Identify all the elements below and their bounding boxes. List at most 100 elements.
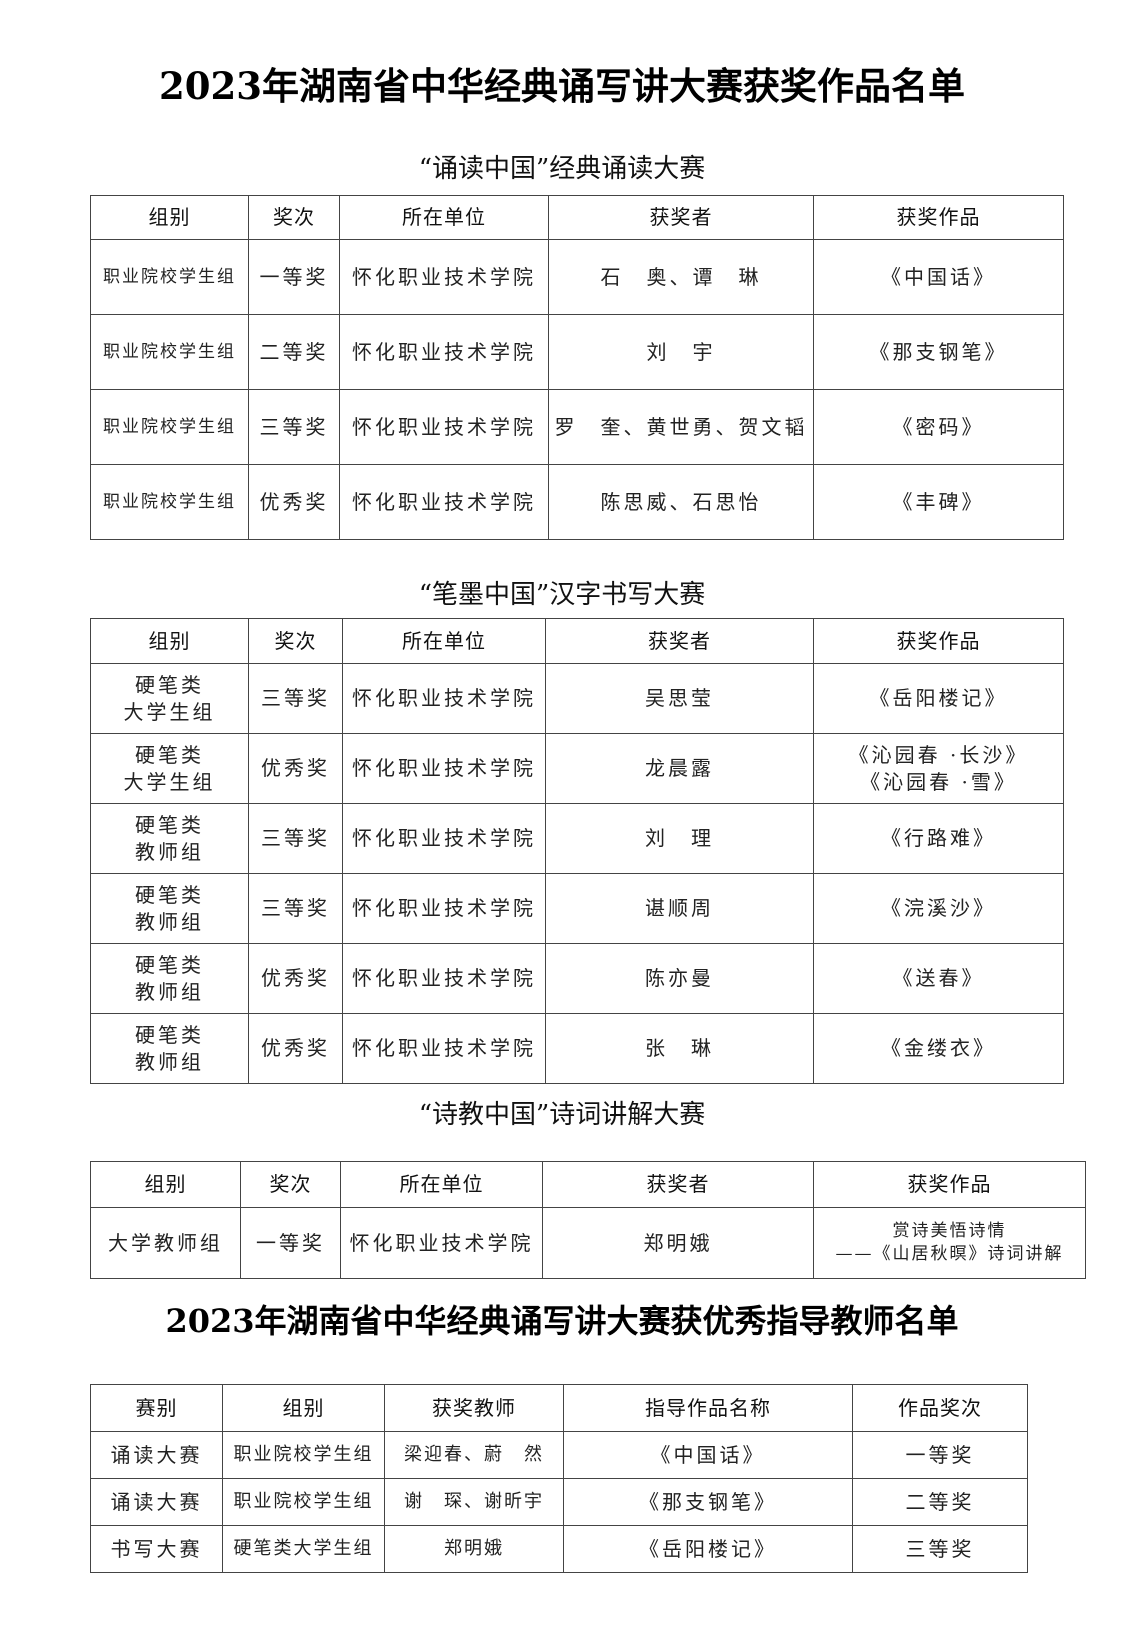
table-cell: 《岳阳楼记》	[813, 663, 1064, 734]
table-cell: 《沁园春 ·长沙》 《沁园春 ·雪》	[813, 733, 1064, 804]
table-cell: 郑明娥	[384, 1525, 564, 1573]
table-cell: 三等奖	[248, 663, 343, 734]
column-header: 作品奖次	[852, 1384, 1028, 1432]
table-row: 诵读大赛 职业院校学生组 梁迎春、蔚 然《中国话》 一等奖	[90, 1431, 1028, 1479]
column-header: 获奖者	[545, 618, 814, 664]
table-cell: 谌顺周	[545, 873, 814, 944]
column-header: 获奖者	[548, 195, 814, 240]
table-cell: 《行路难》	[813, 803, 1064, 874]
teacher-list-title: 2023年湖南省中华经典诵写讲大赛获优秀指导教师名单	[165, 1302, 959, 1340]
table-row: 职业院校学生组 一等奖 怀化职业技术学院石 奥、谭 琳《中国话》	[90, 239, 1064, 315]
table-row: 职业院校学生组 三等奖 怀化职业技术学院罗 奎、黄世勇、贺文韬 《密码》	[90, 389, 1064, 465]
table-cell: 怀化职业技术学院	[339, 239, 549, 315]
table-cell: 怀化职业技术学院	[342, 943, 546, 1014]
table-row: 硬笔类 教师组 三等奖 怀化职业技术学院 谌顺周 《浣溪沙》	[90, 873, 1064, 944]
column-header: 奖次	[240, 1161, 341, 1208]
column-header: 获奖教师	[384, 1384, 564, 1432]
table-row: 硬笔类 大学生组 优秀奖 怀化职业技术学院 龙晨露 《沁园春 ·长沙》 《沁园春 ·雪》	[90, 733, 1064, 804]
recitation-awards-table: 组别 奖次 所在单位 获奖者 获奖作品 职业院校学生组 一等奖 怀化职业技术学院石 奥、谭 琳…	[90, 195, 1064, 540]
table-cell: 怀化职业技术学院	[342, 1013, 546, 1084]
column-header: 所在单位	[340, 1161, 543, 1208]
table-cell: 《密码》	[813, 389, 1064, 465]
table-cell: 赏诗美悟诗情 ——《山居秋暝》诗词讲解	[813, 1207, 1086, 1279]
column-header: 所在单位	[342, 618, 546, 664]
table-row: 职业院校学生组 优秀奖 怀化职业技术学院 陈思威、石思怡 《丰碑》	[90, 464, 1064, 540]
column-header: 组别	[90, 1161, 241, 1208]
table-cell: 职业院校学生组	[90, 314, 249, 390]
column-header: 获奖作品	[813, 1161, 1086, 1208]
table-cell: 三等奖	[248, 803, 343, 874]
table-cell: 优秀奖	[248, 733, 343, 804]
table-cell: 三等奖	[248, 389, 340, 465]
table-cell: 职业院校学生组	[222, 1478, 385, 1526]
table-row: 职业院校学生组 二等奖 怀化职业技术学院刘 宇《那支钢笔》	[90, 314, 1064, 390]
table-cell: 诵读大赛	[90, 1478, 223, 1526]
table-cell: 龙晨露	[545, 733, 814, 804]
table-cell: 职业院校学生组	[90, 389, 249, 465]
column-header: 奖次	[248, 618, 343, 664]
table-cell: 陈思威、石思怡	[548, 464, 814, 540]
table-cell: 一等奖	[240, 1207, 341, 1279]
table-row: 书写大赛 硬笔类大学生组 郑明娥 《岳阳楼记》 三等奖	[90, 1525, 1028, 1573]
column-header: 赛别	[90, 1384, 223, 1432]
table-cell: 《浣溪沙》	[813, 873, 1064, 944]
table-cell: 职业院校学生组	[90, 464, 249, 540]
table-cell: 职业院校学生组	[222, 1431, 385, 1479]
table-row: 诵读大赛 职业院校学生组谢 琛、谢昕宇 《那支钢笔》 二等奖	[90, 1478, 1028, 1526]
table-header-row: 组别 奖次 所在单位 获奖者 获奖作品	[90, 618, 1064, 664]
page-title: 2023年湖南省中华经典诵写讲大赛获奖作品名单	[159, 64, 965, 108]
table-cell: 书写大赛	[90, 1525, 223, 1573]
table-cell: 吴思莹	[545, 663, 814, 734]
table-cell: 罗 奎、黄世勇、贺文韬	[548, 389, 814, 465]
table-cell: 怀化职业技术学院	[340, 1207, 543, 1279]
table-cell: 诵读大赛	[90, 1431, 223, 1479]
table-cell: 优秀奖	[248, 943, 343, 1014]
table-cell: 刘 宇	[548, 314, 814, 390]
table-cell: 《金缕衣》	[813, 1013, 1064, 1084]
column-header: 所在单位	[339, 195, 549, 240]
table-cell: 怀化职业技术学院	[339, 314, 549, 390]
section-heading-calligraphy: “笔墨中国”汉字书写大赛	[418, 580, 706, 610]
table-cell: 硬笔类 教师组	[90, 803, 249, 874]
table-row: 硬笔类 教师组 三等奖 怀化职业技术学院刘 理《行路难》	[90, 803, 1064, 874]
table-cell: 一等奖	[248, 239, 340, 315]
column-header: 获奖作品	[813, 618, 1064, 664]
column-header: 获奖者	[542, 1161, 814, 1208]
table-cell: 郑明娥	[542, 1207, 814, 1279]
poetry-awards-table: 组别 奖次 所在单位 获奖者 获奖作品 大学教师组 一等奖 怀化职业技术学院 郑明娥 赏诗美悟诗情…	[90, 1161, 1086, 1279]
table-cell: 怀化职业技术学院	[342, 733, 546, 804]
table-cell: 三等奖	[852, 1525, 1028, 1573]
table-cell: 《那支钢笔》	[563, 1478, 853, 1526]
table-cell: 一等奖	[852, 1431, 1028, 1479]
table-cell: 二等奖	[852, 1478, 1028, 1526]
column-header: 获奖作品	[813, 195, 1064, 240]
table-cell: 陈亦曼	[545, 943, 814, 1014]
table-row: 硬笔类 教师组 优秀奖 怀化职业技术学院张 琳《金缕衣》	[90, 1013, 1064, 1084]
table-cell: 硬笔类 教师组	[90, 873, 249, 944]
table-cell: 优秀奖	[248, 464, 340, 540]
table-cell: 硬笔类 大学生组	[90, 733, 249, 804]
column-header: 组别	[90, 195, 249, 240]
table-row: 硬笔类 大学生组 三等奖 怀化职业技术学院 吴思莹 《岳阳楼记》	[90, 663, 1064, 734]
table-cell: 怀化职业技术学院	[339, 464, 549, 540]
column-header: 奖次	[248, 195, 340, 240]
table-cell: 优秀奖	[248, 1013, 343, 1084]
table-cell: 梁迎春、蔚 然	[384, 1431, 564, 1479]
table-cell: 《那支钢笔》	[813, 314, 1064, 390]
table-row: 大学教师组 一等奖 怀化职业技术学院 郑明娥 赏诗美悟诗情 ——《山居秋暝》诗词讲解	[90, 1207, 1086, 1279]
table-cell: 《送春》	[813, 943, 1064, 1014]
column-header: 组别	[90, 618, 249, 664]
section-heading-recitation: “诵读中国”经典诵读大赛	[418, 154, 706, 184]
table-cell: 张 琳	[545, 1013, 814, 1084]
table-header-row: 赛别 组别 获奖教师 指导作品名称 作品奖次	[90, 1384, 1028, 1432]
table-cell: 《岳阳楼记》	[563, 1525, 853, 1573]
section-heading-poetry: “诗教中国”诗词讲解大赛	[418, 1100, 706, 1130]
table-cell: 怀化职业技术学院	[342, 873, 546, 944]
teacher-awards-table: 赛别 组别 获奖教师 指导作品名称 作品奖次 诵读大赛 职业院校学生组 梁迎春、蔚 然《中国话…	[90, 1384, 1028, 1573]
table-header-row: 组别 奖次 所在单位 获奖者 获奖作品	[90, 195, 1064, 240]
table-cell: 怀化职业技术学院	[342, 803, 546, 874]
column-header: 指导作品名称	[563, 1384, 853, 1432]
table-cell: 三等奖	[248, 873, 343, 944]
column-header: 组别	[222, 1384, 385, 1432]
table-cell: 怀化职业技术学院	[342, 663, 546, 734]
